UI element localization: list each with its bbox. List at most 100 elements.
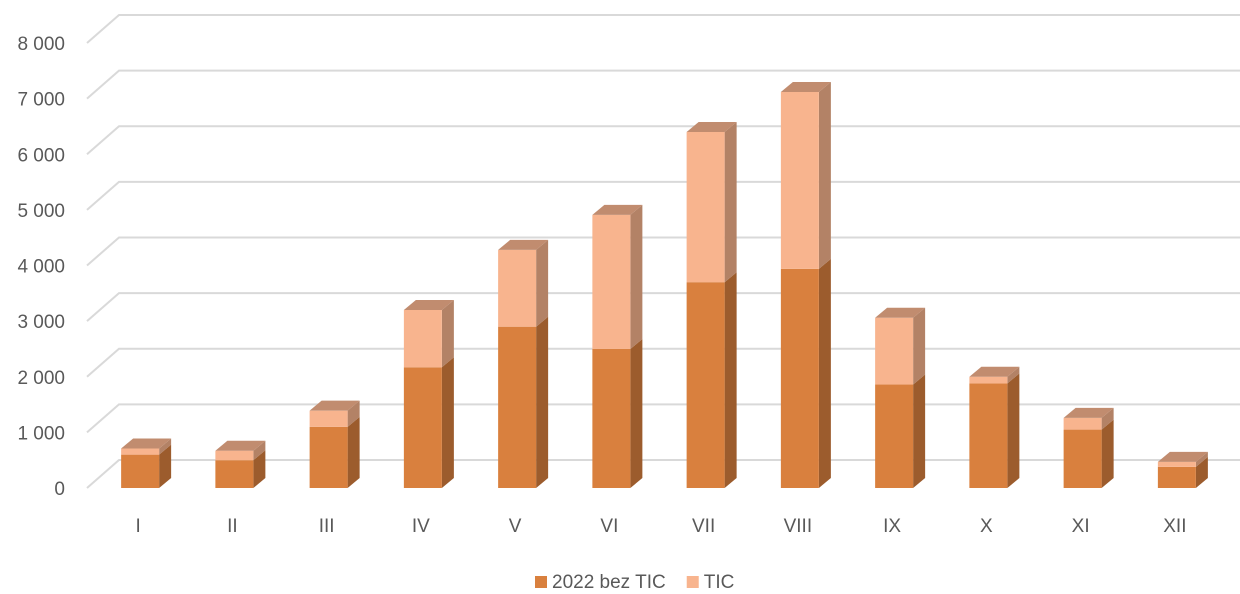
bar-top xyxy=(215,440,266,451)
bar-top xyxy=(592,204,643,215)
bar-segment-side xyxy=(253,440,266,461)
bar-segment xyxy=(498,249,537,327)
bar-group xyxy=(780,81,831,488)
bar-group xyxy=(875,307,926,488)
bar-segment-side xyxy=(1101,407,1114,430)
x-tick-label: I xyxy=(135,516,140,537)
y-tick-label: 5 000 xyxy=(17,201,65,222)
bar-segment-side xyxy=(630,338,643,488)
bar-top xyxy=(780,81,831,92)
y-tick-label: 0 xyxy=(54,479,65,500)
y-tick-label: 4 000 xyxy=(17,257,65,278)
gridlines xyxy=(86,14,1240,489)
bar-segment-side xyxy=(1195,456,1208,488)
gridline xyxy=(86,69,1240,100)
bar-segment xyxy=(215,450,254,461)
x-axis-tick-labels: I II III IV V VI VII VIII IX X XI XII xyxy=(135,516,1186,537)
bar-segment-side xyxy=(1007,373,1020,488)
bar-top xyxy=(1063,407,1114,418)
gridline xyxy=(86,403,1240,434)
bar-group xyxy=(403,300,454,488)
y-tick-label: 8 000 xyxy=(17,34,65,55)
bar-group xyxy=(1157,451,1208,488)
bar-segment xyxy=(121,448,160,455)
gridline xyxy=(86,236,1240,267)
bar-segment xyxy=(1157,466,1196,488)
bar-segment xyxy=(780,268,819,488)
bar-group xyxy=(498,239,549,488)
bar-top xyxy=(686,122,737,132)
bar-segment-side xyxy=(818,81,831,269)
bar-segment xyxy=(969,376,1008,384)
bar-segment xyxy=(121,454,160,488)
bar-top xyxy=(309,400,360,411)
bar-segment xyxy=(309,410,348,427)
bar-segment-side xyxy=(1007,366,1020,384)
legend-label: TIC xyxy=(704,572,735,593)
x-tick-label: VIII xyxy=(784,516,813,537)
bar-segment xyxy=(780,91,819,269)
bar-segment-side xyxy=(536,239,549,327)
bar-segment xyxy=(686,282,725,488)
gridline xyxy=(86,459,1240,489)
gridline xyxy=(86,180,1240,211)
x-tick-label: IX xyxy=(883,516,901,537)
bar-segment-side xyxy=(347,400,360,427)
y-tick-label: 1 000 xyxy=(17,423,65,444)
bar-segment xyxy=(969,383,1008,488)
x-tick-label: VI xyxy=(600,516,618,537)
bar-segment-side xyxy=(630,204,643,349)
bar-segment xyxy=(1063,429,1102,488)
bar-group xyxy=(121,438,172,488)
bar-segment xyxy=(309,426,348,488)
bar-segment-side xyxy=(253,450,266,488)
gridline xyxy=(86,292,1240,322)
bar-segment-side xyxy=(347,416,360,488)
bar-segment-side xyxy=(724,272,737,488)
bar-segment-side xyxy=(913,374,926,488)
legend-item: TIC xyxy=(686,572,735,593)
legend-item: 2022 bez TIC xyxy=(535,572,666,593)
gridline xyxy=(86,347,1240,378)
bar-segment-side xyxy=(818,258,831,488)
bar-group xyxy=(215,440,266,488)
bar-segment xyxy=(1157,461,1196,467)
x-tick-label: IV xyxy=(412,516,430,537)
bar-segment xyxy=(875,317,914,385)
gridline xyxy=(86,14,1240,44)
bar-segment xyxy=(1063,417,1102,430)
legend-label: 2022 bez TIC xyxy=(552,572,666,593)
bar-segment-side xyxy=(536,316,549,488)
legend-swatch xyxy=(686,576,699,588)
bar-group xyxy=(686,122,737,488)
bar-segment-side xyxy=(159,438,172,455)
bar-segment-side xyxy=(1101,419,1114,488)
bar-segment xyxy=(498,326,537,488)
bar-segment xyxy=(403,367,442,488)
y-axis-tick-labels: 0 1 000 2 000 3 000 4 000 5 000 6 000 7 000 8 00… xyxy=(17,34,65,500)
legend-swatch xyxy=(535,576,547,588)
x-tick-label: XI xyxy=(1072,516,1090,537)
bar-segment xyxy=(592,348,631,488)
bar-group xyxy=(969,366,1020,488)
bar-segment xyxy=(875,384,914,488)
y-tick-label: 3 000 xyxy=(17,312,65,333)
bar-segment xyxy=(592,214,631,349)
bar-top xyxy=(875,307,926,318)
legend: 2022 bez TIC TIC xyxy=(535,572,734,593)
x-tick-label: X xyxy=(980,516,993,537)
bar-segment-side xyxy=(441,300,454,368)
bar-segment xyxy=(215,460,254,488)
x-tick-label: VII xyxy=(692,516,715,537)
bars xyxy=(121,81,1208,488)
y-tick-label: 7 000 xyxy=(17,90,65,111)
bar-segment xyxy=(403,310,442,368)
gridline xyxy=(86,125,1240,156)
bar-group xyxy=(592,204,643,488)
bar-top xyxy=(403,300,454,310)
y-tick-label: 2 000 xyxy=(17,368,65,389)
bar-segment xyxy=(686,132,725,283)
bar-top xyxy=(969,366,1020,377)
